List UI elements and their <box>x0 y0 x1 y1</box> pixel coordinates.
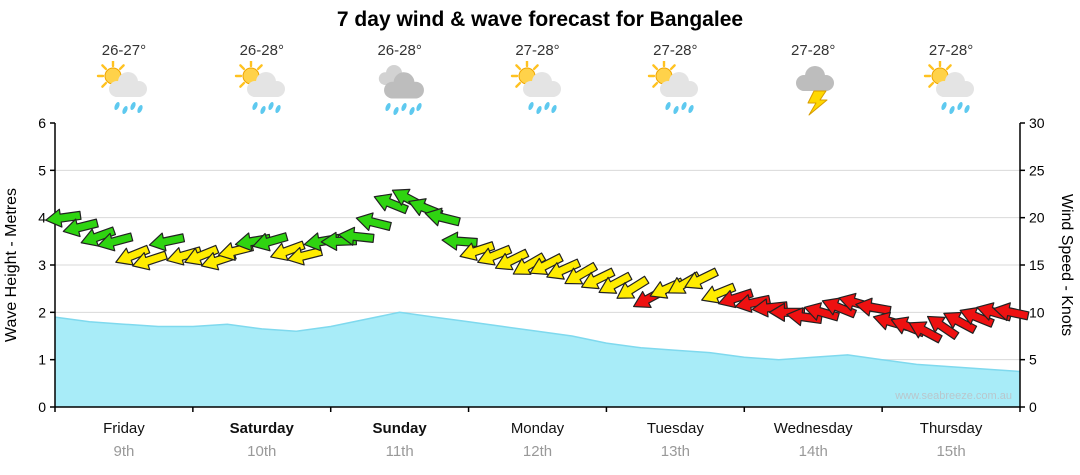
left-tick-label: 3 <box>38 257 46 273</box>
day-column-monday: 27-28° <box>492 42 584 117</box>
day-label: Monday <box>511 420 565 437</box>
wind-arrow <box>616 275 650 299</box>
day-date: 11th <box>386 443 414 460</box>
day-date: 13th <box>661 443 690 460</box>
weather-icon-sun-cloud-rain <box>923 61 975 114</box>
left-tick-label: 1 <box>38 352 46 368</box>
day-column-sunday: 26-28° <box>354 42 446 117</box>
temp-range-label: 27-28° <box>515 42 560 59</box>
wave-height-edge <box>54 311 1021 373</box>
wave-height-area <box>55 312 1020 407</box>
wind-arrow <box>115 244 151 266</box>
right-tick-label: 15 <box>1029 257 1045 273</box>
wind-arrow <box>926 315 960 340</box>
wind-arrow <box>908 321 943 344</box>
day-column-tuesday: 27-28° <box>629 42 721 117</box>
weather-icon-rain-cloud <box>378 65 424 115</box>
wind-arrow <box>355 212 392 232</box>
temp-range-label: 27-28° <box>928 42 974 59</box>
wind-arrow <box>148 232 186 252</box>
wind-arrow <box>564 261 598 285</box>
day-label: Friday <box>103 420 145 437</box>
weather-icon-sun-cloud-rain <box>648 61 699 114</box>
wind-arrow <box>943 311 978 334</box>
wind-arrow <box>855 297 892 317</box>
wind-arrow <box>717 288 754 309</box>
left-tick-label: 6 <box>38 115 46 131</box>
wind-arrow <box>477 244 513 266</box>
wind-arrow <box>512 252 547 275</box>
day-column-friday: 26-27° <box>78 42 170 117</box>
weather-icon-sun-cloud-rain <box>96 61 147 114</box>
wind-arrow <box>62 218 99 238</box>
left-tick-label: 4 <box>38 210 46 226</box>
wind-arrow <box>701 282 737 304</box>
day-date: 14th <box>799 443 828 460</box>
right-tick-label: 25 <box>1029 162 1045 178</box>
wind-arrow <box>734 294 771 313</box>
temp-range-label: 26-28° <box>239 42 284 59</box>
weather-icon-storm-cloud <box>796 66 835 116</box>
wind-arrow <box>80 226 117 247</box>
day-label: Sunday <box>373 420 428 437</box>
wind-arrow <box>424 207 461 227</box>
wind-arrow <box>959 307 995 328</box>
day-label: Saturday <box>230 420 295 437</box>
wind-arrow <box>546 258 582 280</box>
wind-arrow <box>684 267 719 290</box>
right-tick-label: 20 <box>1029 210 1045 226</box>
wind-arrow <box>184 244 220 266</box>
wind-arrow <box>993 302 1030 322</box>
wind-arrow <box>441 231 478 251</box>
day-date: 15th <box>936 443 965 460</box>
wind-arrow <box>132 250 168 271</box>
watermark: www.seabreeze.com.au <box>894 390 1012 402</box>
wind-arrow <box>338 226 375 246</box>
wind-arrow <box>803 302 840 322</box>
wind-arrow <box>494 248 530 271</box>
day-date: 9th <box>113 443 134 460</box>
temp-range-label: 27-28° <box>791 42 836 59</box>
day-label: Thursday <box>920 420 983 437</box>
day-column-saturday: 26-28° <box>216 42 308 117</box>
day-column-thursday: 27-28° <box>905 42 997 117</box>
right-tick-label: 10 <box>1029 304 1045 320</box>
left-tick-label: 5 <box>38 162 46 178</box>
wind-arrow <box>821 297 857 319</box>
wind-arrow <box>529 253 564 275</box>
day-date: 12th <box>523 443 552 460</box>
right-axis-title: Wind Speed - Knots <box>1058 194 1075 336</box>
wind-arrow <box>459 241 496 261</box>
wind-arrow <box>373 193 409 215</box>
temp-range-label: 26-27° <box>101 42 147 59</box>
wind-arrow <box>270 240 306 261</box>
right-tick-label: 30 <box>1029 115 1045 131</box>
weather-icon-sun-cloud-rain <box>510 61 561 114</box>
day-date: 10th <box>247 443 276 460</box>
wind-arrow <box>598 271 633 294</box>
temp-range-label: 27-28° <box>653 42 698 59</box>
weather-icon-sun-cloud-rain <box>234 61 285 114</box>
day-label: Wednesday <box>774 420 853 437</box>
wind-arrow <box>581 267 616 290</box>
page-title: 7 day wind & wave forecast for Bangalee <box>336 8 744 31</box>
temp-range-label: 26-28° <box>377 42 422 59</box>
wind-arrow <box>751 298 789 318</box>
day-label: Tuesday <box>647 420 704 437</box>
left-tick-label: 0 <box>38 399 46 415</box>
wind-arrow <box>252 232 289 252</box>
wind-arrow <box>45 208 82 228</box>
day-column-wednesday: 27-28° <box>767 42 859 117</box>
right-tick-label: 0 <box>1029 399 1037 415</box>
right-tick-label: 5 <box>1029 352 1037 368</box>
left-axis-title: Wave Height - Metres <box>3 188 20 342</box>
wind-arrow <box>97 232 134 252</box>
left-tick-label: 2 <box>38 304 46 320</box>
